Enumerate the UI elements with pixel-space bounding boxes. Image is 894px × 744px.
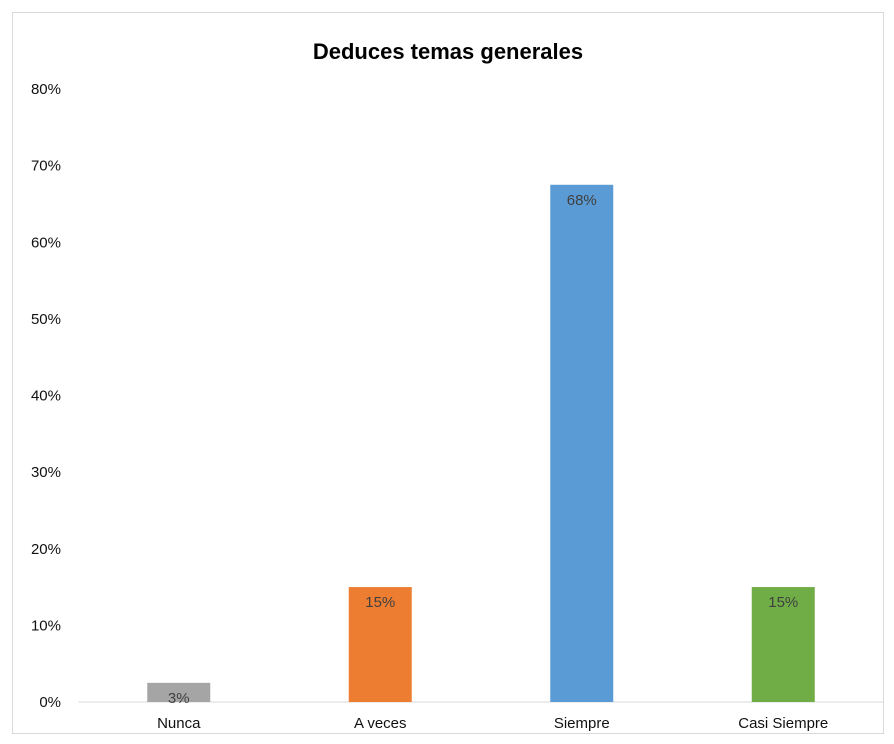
- chart-title: Deduces temas generales: [312, 39, 584, 64]
- chart-frame: Deduces temas generales: [12, 12, 884, 734]
- y-tick-label: 0%: [39, 694, 61, 711]
- bar-nunca: [147, 682, 211, 702]
- y-tick-label: 30%: [31, 464, 61, 481]
- y-tick-label: 40%: [31, 388, 61, 405]
- data-label: 3%: [168, 690, 190, 707]
- bar-a-veces: [348, 587, 412, 702]
- x-axis-labels: Nunca A veces Siempre Casi Siempre: [157, 715, 828, 732]
- data-label: 68%: [567, 192, 597, 209]
- bar-casi-siempre: [751, 587, 815, 702]
- x-tick-label: Casi Siempre: [738, 715, 828, 732]
- y-tick-label: 70%: [31, 158, 61, 175]
- y-tick-label: 50%: [31, 311, 61, 328]
- x-tick-label: A veces: [354, 715, 407, 732]
- x-tick-label: Siempre: [554, 715, 610, 732]
- y-tick-label: 60%: [31, 234, 61, 251]
- bar-siempre: [550, 184, 614, 702]
- bars: [147, 184, 815, 702]
- x-tick-label: Nunca: [157, 715, 201, 732]
- data-labels: 3% 15% 68% 15%: [168, 192, 798, 707]
- y-tick-label: 80%: [31, 81, 61, 98]
- y-tick-label: 10%: [31, 617, 61, 634]
- y-tick-label: 20%: [31, 541, 61, 558]
- y-axis-ticks: 0% 10% 20% 30% 40% 50% 60% 70% 80%: [31, 81, 61, 711]
- data-label: 15%: [768, 594, 798, 611]
- data-label: 15%: [365, 594, 395, 611]
